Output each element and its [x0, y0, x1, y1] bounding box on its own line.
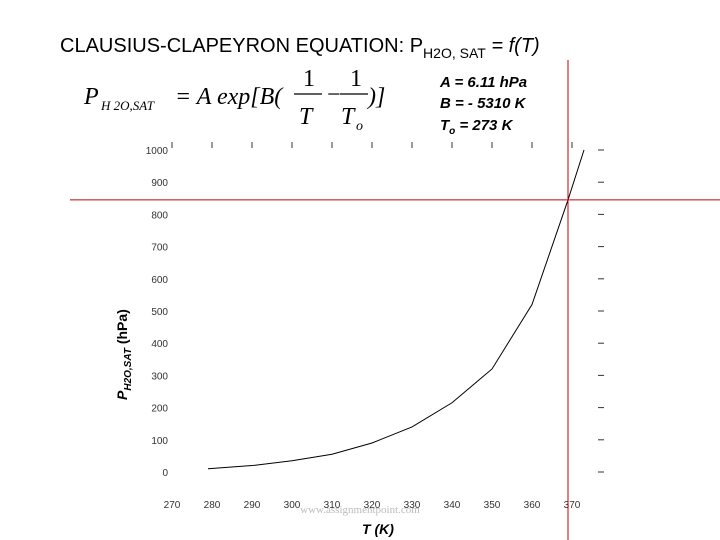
x-tick-label: 300 — [284, 500, 301, 511]
equation-text: − — [327, 82, 341, 108]
y-tick-label: 800 — [151, 210, 168, 221]
parameters: A = 6.11 hPa B = - 5310 K To = 273 K — [439, 74, 527, 137]
y-axis-label: PH2O,SAT (hPa) — [114, 309, 134, 400]
watermark: www.assignmentpoint.com — [300, 504, 420, 516]
equation-text: o — [356, 119, 363, 134]
parameter: A = 6.11 hPa — [439, 74, 527, 91]
x-tick-label: 270 — [164, 500, 181, 511]
equation-text: 1 — [350, 66, 362, 92]
curve — [207, 149, 585, 470]
x-tick-label: 310 — [324, 500, 341, 511]
equation-text: T — [341, 104, 356, 130]
y-tick-label: 600 — [151, 275, 168, 286]
x-tick-label: 370 — [564, 500, 581, 511]
equation-text: T — [299, 104, 314, 130]
y-tick-label: 900 — [151, 178, 168, 189]
x-tick-label: 290 — [244, 500, 261, 511]
x-tick-label: 350 — [484, 500, 501, 511]
x-tick-label: 280 — [204, 500, 221, 511]
equation-text: P — [83, 84, 99, 110]
parameter: To = 273 K — [440, 117, 514, 137]
equation-text: = A exp[B( — [175, 84, 284, 110]
parameter: B = - 5310 K — [440, 95, 527, 112]
x-axis-label: T (K) — [362, 521, 394, 537]
y-tick-label: 1000 — [146, 146, 169, 157]
y-tick-label: 400 — [151, 339, 168, 350]
y-tick-label: 200 — [151, 404, 168, 415]
x-tick-label: 320 — [364, 500, 381, 511]
y-tick-label: 0 — [162, 468, 168, 479]
y-tick-label: 700 — [151, 243, 168, 254]
slide-title: CLAUSIUS-CLAPEYRON EQUATION: PH2O, SAT =… — [60, 35, 540, 61]
equation: P H 2O,SAT = A exp[B( 1 T − 1 T o )] — [83, 66, 385, 134]
equation-text: H 2O,SAT — [100, 98, 155, 113]
equation-text: 1 — [303, 66, 315, 92]
y-tick-label: 300 — [151, 371, 168, 382]
y-tick-label: 100 — [151, 436, 168, 447]
equation-text: )] — [366, 84, 385, 110]
y-tick-label: 500 — [151, 307, 168, 318]
x-tick-label: 360 — [524, 500, 541, 511]
x-tick-label: 330 — [404, 500, 421, 511]
x-tick-label: 340 — [444, 500, 461, 511]
